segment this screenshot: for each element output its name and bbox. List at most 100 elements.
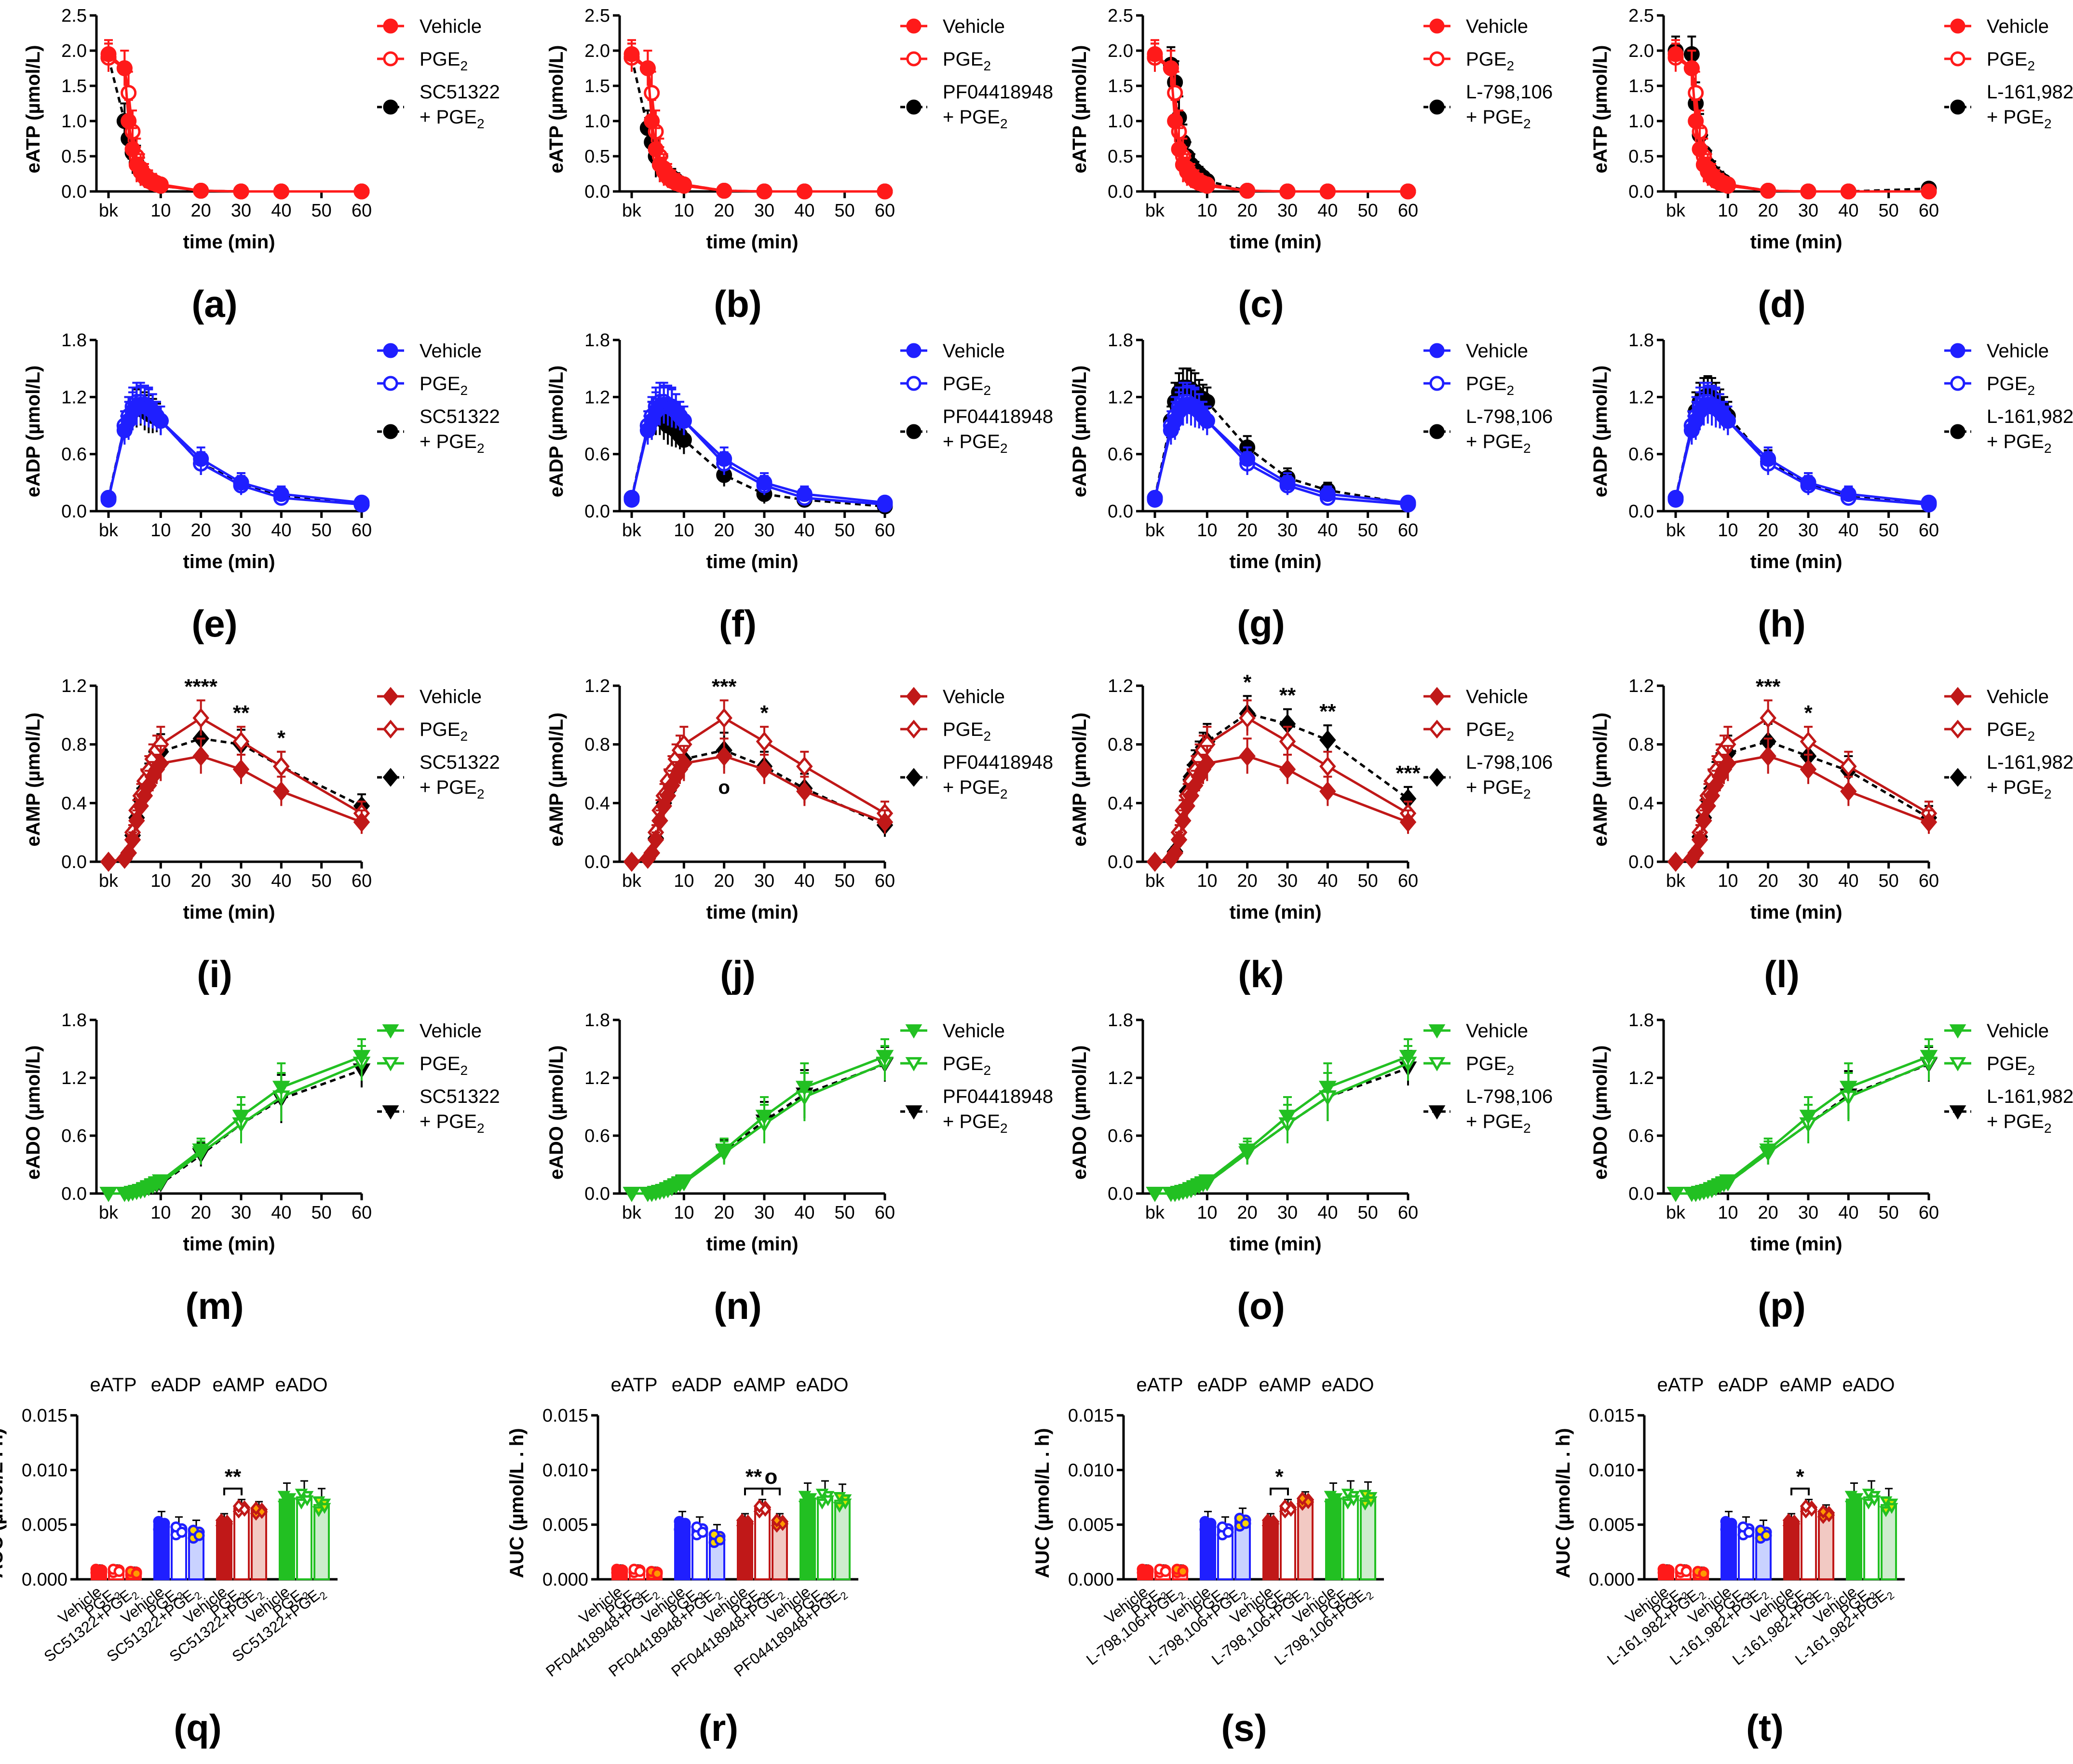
legend-label: L-798,106	[1466, 752, 1553, 773]
subscript: 2	[2044, 1121, 2052, 1136]
data-point	[1879, 1506, 1893, 1518]
legend-label: Vehicle	[1466, 16, 1528, 37]
data-point	[352, 1050, 371, 1065]
y-tick-label: 1.2	[1108, 387, 1133, 407]
legend-entry: L-161,982 + PGE2	[1944, 1086, 2073, 1136]
x-tick-label: 60	[875, 520, 895, 541]
legend-entry: PGE2	[1423, 373, 1514, 398]
y-tick-label: 0.4	[61, 793, 87, 814]
data-point	[295, 1489, 308, 1500]
significance-mark: *	[760, 701, 769, 725]
y-axis-label: AUC (µmol/L . h)	[1032, 1428, 1053, 1578]
legend: Vehicle PGE2 L-798,106 + PGE2	[1423, 686, 1553, 801]
panel-letter: (m)	[185, 1285, 244, 1327]
legend-marker	[382, 768, 399, 787]
y-tick-label: 0.0	[1108, 502, 1133, 522]
x-tick-label: 50	[1358, 520, 1378, 541]
y-tick-label: 2.0	[584, 41, 610, 61]
legend-marker	[1950, 99, 1965, 115]
data-point	[295, 1498, 308, 1510]
y-tick-label: 2.5	[1628, 6, 1654, 26]
legend-label: PGE2	[1466, 719, 1514, 744]
legend-marker	[383, 376, 398, 391]
data-point	[152, 413, 169, 429]
legend-entry: PGE2	[1423, 1053, 1514, 1078]
data-point	[716, 746, 732, 766]
data-point	[1683, 60, 1700, 76]
y-tick-label: 0.005	[1068, 1515, 1114, 1535]
y-tick-label: 1.8	[584, 330, 610, 351]
panel-letter: (s)	[1221, 1707, 1267, 1749]
x-tick-label: 50	[1358, 201, 1378, 221]
data-point	[716, 708, 732, 728]
y-axis-label: eATP (µmol/L)	[23, 45, 44, 173]
data-point	[1400, 494, 1416, 511]
y-tick-label: 1.0	[584, 111, 610, 132]
subscript: 2	[2044, 787, 2052, 801]
data-point	[1319, 486, 1336, 502]
data-point	[193, 451, 209, 467]
y-tick-label: 0.010	[1589, 1460, 1635, 1480]
x-tick-label: 60	[1398, 520, 1418, 541]
data-point	[1667, 852, 1684, 872]
y-axis-label: eATP (µmol/L)	[1069, 45, 1090, 173]
legend-label: + PGE2	[1466, 431, 1531, 456]
y-axis-label: eAMP (µmol/L)	[23, 713, 44, 847]
x-tick-label: 10	[1197, 201, 1217, 221]
legend-marker	[383, 424, 398, 439]
significance-mark: ***	[712, 675, 737, 698]
data-point	[798, 1491, 812, 1502]
subscript: 2	[1000, 116, 1008, 131]
data-point	[152, 753, 169, 773]
y-axis-label: eAMP (µmol/L)	[1590, 713, 1611, 847]
x-tick-label: 20	[1758, 1203, 1778, 1223]
data-point	[100, 489, 117, 506]
y-axis-label: eADO (µmol/L)	[23, 1045, 44, 1180]
data-point	[1823, 1508, 1835, 1522]
data-point	[756, 759, 773, 780]
legend-label: Vehicle	[420, 1020, 482, 1042]
legend-label: PGE2	[1466, 49, 1514, 73]
x-tick-label: 10	[150, 201, 171, 221]
y-tick-label: 1.8	[61, 1010, 87, 1031]
legend-marker	[906, 51, 921, 67]
legend-entry: PGE2	[377, 719, 468, 744]
data-point	[1163, 60, 1179, 76]
x-tick-label: 50	[1358, 1203, 1378, 1223]
data-point	[756, 731, 773, 752]
x-tick-label: 10	[150, 1203, 171, 1223]
legend-entry: Vehicle	[1423, 16, 1528, 37]
legend-label: + PGE2	[943, 431, 1008, 456]
y-tick-label: 0.0	[1628, 1184, 1654, 1204]
x-axis-label: time (min)	[1750, 231, 1842, 253]
legend-entry: L-798,106 + PGE2	[1423, 752, 1553, 801]
legend: Vehicle PGE2 L-161,982 + PGE2	[1944, 686, 2073, 801]
y-tick-label: 1.2	[1108, 676, 1133, 696]
legend-label: L-798,106	[1466, 81, 1553, 103]
vehicle-series	[623, 737, 894, 872]
data-point	[1760, 451, 1776, 467]
legend-marker	[906, 376, 921, 391]
legend-label: + PGE2	[420, 777, 485, 801]
y-tick-label: 1.2	[1628, 676, 1654, 696]
bar	[799, 1498, 816, 1581]
legend-label: Vehicle	[420, 340, 482, 362]
data-point	[353, 183, 370, 200]
vehicle-series	[623, 1038, 894, 1202]
data-point	[1146, 852, 1164, 872]
subscript: 2	[477, 1121, 485, 1136]
data-point	[675, 1174, 693, 1190]
legend: Vehicle PGE2 L-798,106 + PGE2	[1423, 1020, 1553, 1136]
y-tick-label: 0.000	[1068, 1570, 1114, 1590]
x-tick-label: 30	[231, 1203, 251, 1223]
data-point	[716, 451, 732, 467]
x-tick-label: bk	[99, 520, 119, 541]
data-point	[676, 413, 692, 429]
legend-label: + PGE2	[1466, 107, 1531, 131]
bar	[1297, 1499, 1314, 1581]
significance-mark: *	[1275, 1465, 1284, 1489]
y-tick-label: 1.5	[61, 76, 87, 96]
x-tick-label: 20	[1237, 201, 1258, 221]
series-line	[1155, 1067, 1409, 1195]
x-axis-label: time (min)	[706, 1234, 798, 1255]
